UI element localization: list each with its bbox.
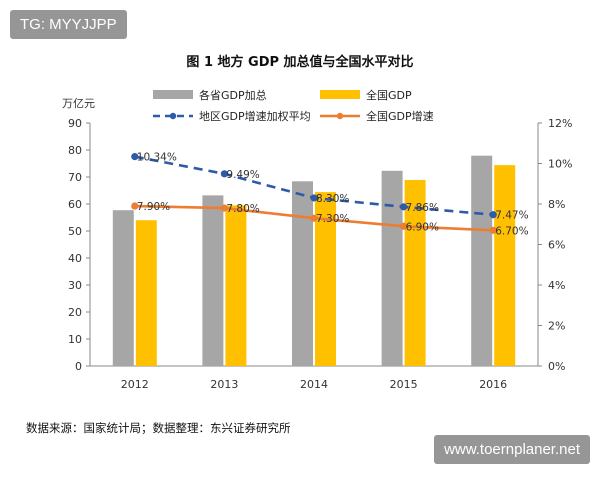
right-axis-tick-label: 8%	[548, 198, 565, 211]
data-label-provincial-growth: 9.49%	[226, 169, 259, 181]
legend-label-national-bar: 全国GDP	[366, 88, 412, 102]
right-axis-tick-label: 12%	[548, 117, 572, 130]
bar-provincial-gdp-sum	[381, 170, 403, 366]
data-label-national-growth: 7.30%	[316, 213, 349, 225]
watermark-top: TG: MYYJJPP	[10, 10, 127, 39]
bar-national-gdp	[135, 220, 157, 366]
point-national-growth	[400, 222, 408, 230]
point-provincial-growth	[131, 153, 139, 161]
bar-national-gdp	[225, 205, 247, 366]
x-axis-tick-label: 2014	[300, 378, 328, 391]
left-axis-unit: 万亿元	[62, 97, 95, 110]
bar-national-gdp	[494, 165, 516, 366]
point-provincial-growth	[489, 211, 497, 219]
legend-marker-national-growth	[336, 112, 344, 120]
right-axis-tick-label: 0%	[548, 360, 565, 373]
left-axis-tick-label: 10	[68, 333, 82, 346]
bar-provincial-gdp-sum	[471, 155, 493, 366]
data-label-provincial-growth: 8.30%	[316, 193, 349, 205]
left-axis-tick-label: 70	[68, 171, 82, 184]
legend: 各省GDP加总 全国GDP 地区GDP增速加权平均 全国GDP增速	[153, 88, 434, 123]
bar-national-gdp	[315, 192, 336, 366]
bar-provincial-gdp-sum	[202, 195, 224, 366]
x-axis-tick-label: 2012	[121, 378, 149, 391]
legend-label-national-growth: 全国GDP增速	[366, 109, 434, 123]
right-axis-tick-label: 2%	[548, 320, 565, 333]
left-axis-tick-label: 40	[68, 252, 82, 265]
data-label-provincial-growth: 10.34%	[137, 152, 177, 164]
right-axis-tick-label: 10%	[548, 158, 572, 171]
legend-label-provincial-bar: 各省GDP加总	[199, 88, 267, 102]
x-axis-tick-label: 2016	[479, 378, 507, 391]
left-axis-tick-label: 50	[68, 225, 82, 238]
left-axis-tick-label: 90	[68, 117, 82, 130]
point-provincial-growth	[220, 170, 228, 178]
legend-label-provincial-growth: 地区GDP增速加权平均	[199, 109, 311, 123]
data-label-provincial-growth: 7.47%	[495, 210, 528, 222]
data-label-provincial-growth: 7.86%	[406, 202, 439, 214]
point-provincial-growth	[400, 203, 408, 211]
left-axis-tick-label: 20	[68, 306, 82, 319]
point-national-growth	[131, 202, 139, 210]
left-axis-tick-label: 0	[75, 360, 82, 373]
left-axis-tick-label: 80	[68, 144, 82, 157]
bar-provincial-gdp-sum	[292, 181, 313, 366]
chart-title: 图 1 地方 GDP 加总值与全国水平对比	[186, 54, 413, 70]
plot-area: 0 10 20 30 40 50 60 70 80 90 0% 2% 4% 6% 8% 10% 12% 2012 2…	[68, 117, 572, 391]
data-label-national-growth: 6.90%	[406, 221, 439, 233]
data-label-national-growth: 6.70%	[495, 225, 528, 237]
point-national-growth	[220, 204, 228, 212]
data-label-national-growth: 7.90%	[137, 201, 170, 213]
x-axis-tick-label: 2013	[210, 378, 238, 391]
x-axis-tick-label: 2015	[390, 378, 418, 391]
source-note: 数据来源：国家统计局；数据整理：东兴证券研究所	[26, 421, 291, 435]
point-national-growth	[310, 214, 318, 222]
watermark-bottom: www.toernplaner.net	[434, 435, 590, 464]
right-axis-tick-label: 6%	[548, 239, 565, 252]
left-axis-tick-label: 30	[68, 279, 82, 292]
left-axis-tick-label: 60	[68, 198, 82, 211]
point-provincial-growth	[310, 194, 318, 202]
legend-swatch-provincial-bar	[153, 90, 193, 99]
legend-swatch-national-bar	[320, 90, 360, 99]
legend-marker-provincial-growth	[169, 112, 177, 120]
bar-provincial-gdp-sum	[112, 210, 134, 366]
right-axis-tick-label: 4%	[548, 279, 565, 292]
point-national-growth	[489, 226, 497, 234]
data-label-national-growth: 7.80%	[226, 203, 259, 215]
